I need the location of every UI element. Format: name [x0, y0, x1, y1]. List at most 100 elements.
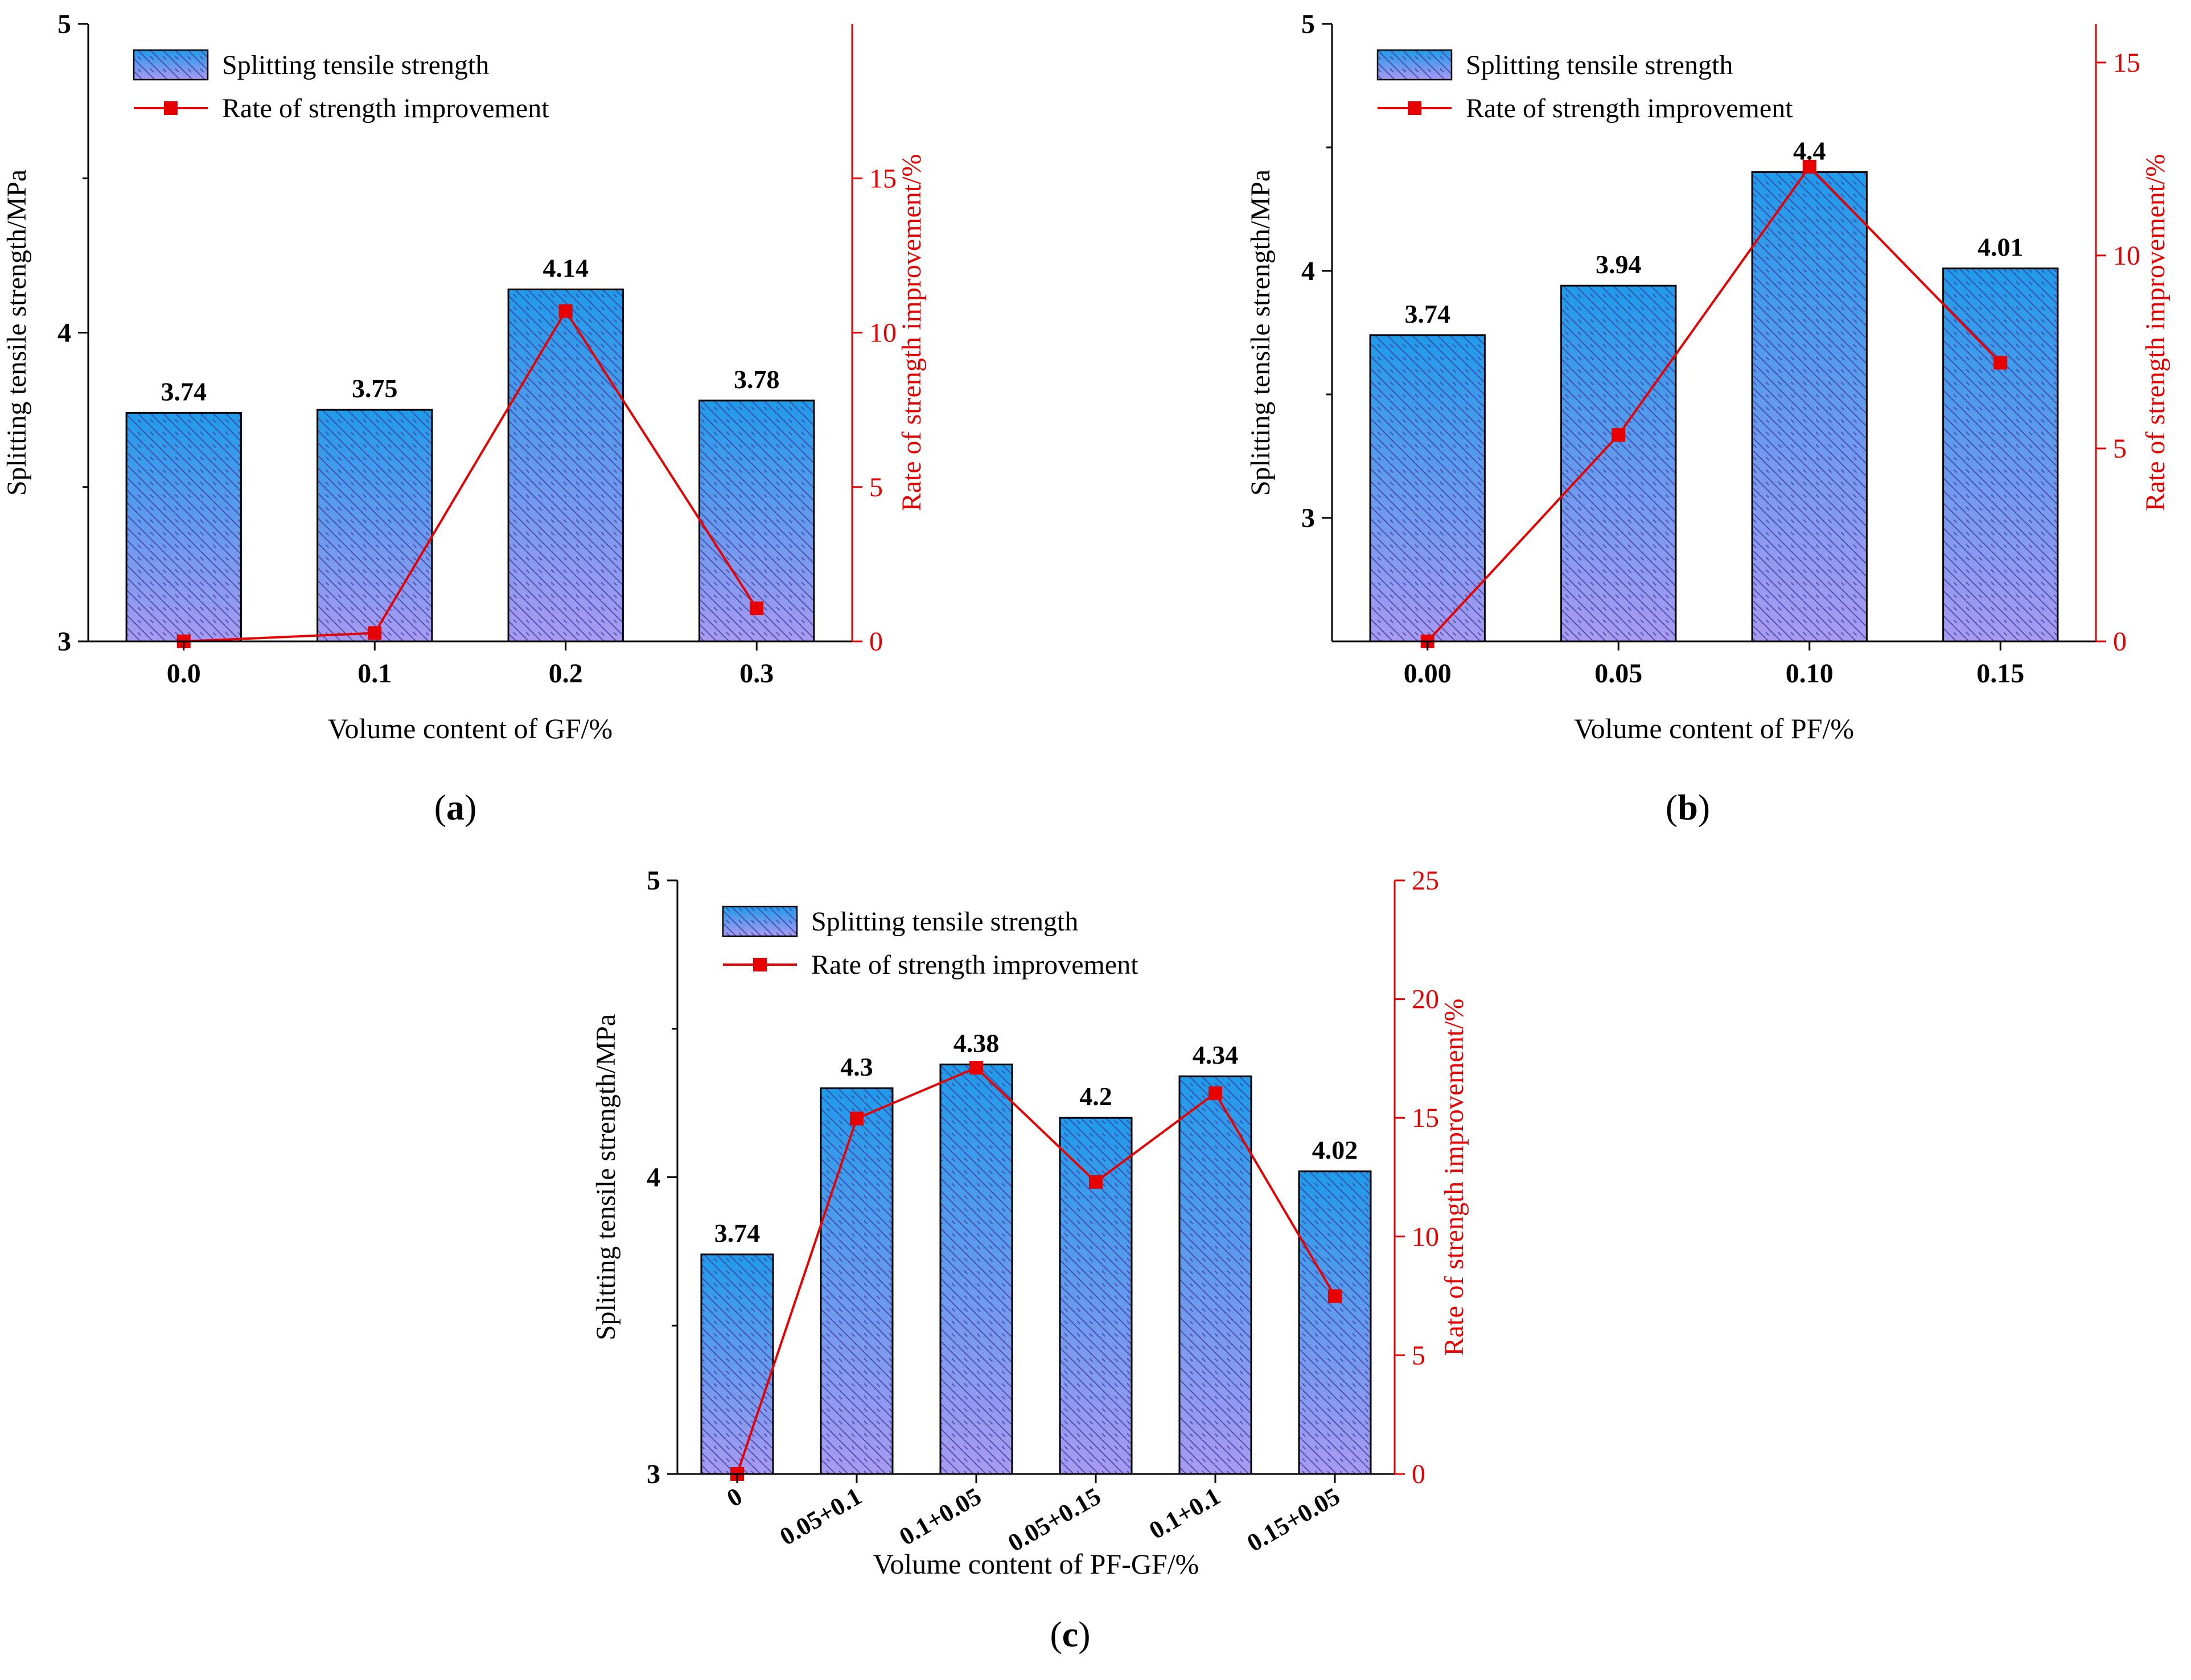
y-tick-label: 3 — [647, 1459, 660, 1489]
y2-axis-title: Rate of strength improvement/% — [2140, 154, 2171, 512]
improvement-marker — [750, 601, 764, 615]
y2-tick-label: 0 — [2113, 627, 2127, 657]
bar-value-label: 3.75 — [352, 374, 398, 403]
panel-label: (c) — [1050, 1614, 1090, 1654]
x-tick-label: 0 — [722, 1482, 747, 1512]
y-tick-label: 4 — [1301, 256, 1315, 286]
x-axis-title: Volume content of GF/% — [328, 713, 613, 744]
panel-label: (a) — [434, 787, 477, 827]
bar-value-label: 4.2 — [1079, 1082, 1112, 1111]
bar — [507, 289, 624, 643]
bar-value-label: 3.94 — [1596, 250, 1642, 279]
bar-value-label: 4.38 — [953, 1028, 1000, 1057]
chart-panel-a: 3.74 3.75 4.14 3.78 3 4 5 0 5 10 15 0.0 0.1 0.2 0.3 Vol… — [2, 9, 927, 827]
improvement-marker — [1993, 356, 2008, 370]
y-tick-label: 3 — [57, 627, 71, 657]
bar — [1751, 171, 1868, 643]
improvement-marker — [558, 304, 573, 318]
y2-axis-title: Rate of strength improvement/% — [897, 154, 927, 512]
y-tick-label: 5 — [647, 866, 660, 896]
legend-line-label: Rate of strength improvement — [811, 950, 1138, 980]
x-tick-label: 0.05+0.1 — [775, 1482, 866, 1551]
y2-axis-title: Rate of strength improvement/% — [1439, 999, 1469, 1356]
legend-bar-swatch — [133, 49, 209, 81]
y2-tick-label: 15 — [869, 163, 897, 193]
improvement-marker — [368, 626, 382, 640]
x-tick-label: 0.05 — [1594, 658, 1642, 689]
x-tick-label: 0.1+0.05 — [894, 1482, 986, 1551]
y-axis-title: Splitting tensile strength/MPa — [591, 1014, 621, 1340]
y2-tick-label: 15 — [1412, 1103, 1439, 1133]
bar-value-label: 4.01 — [1978, 233, 2024, 262]
y-tick-label: 5 — [1301, 9, 1315, 39]
x-tick-label: 0.3 — [739, 658, 774, 689]
y2-tick-label: 5 — [1412, 1340, 1425, 1370]
x-tick-label: 0.00 — [1404, 658, 1452, 689]
chart-panel-c: 3.74 4.3 4.38 4.2 4.34 4.02 3 4 5 0 5 10 15 20 25 0 0.05… — [591, 866, 1469, 1654]
y2-tick-label: 5 — [869, 472, 883, 503]
improvement-line — [736, 1066, 1336, 1475]
bar-value-label: 4.02 — [1312, 1135, 1358, 1164]
bar — [1178, 1075, 1252, 1475]
legend-bar-label: Splitting tensile strength — [1466, 50, 1733, 80]
bar — [700, 1253, 774, 1475]
bar-value-label: 3.74 — [1405, 299, 1451, 328]
y-tick-label: 4 — [57, 318, 71, 348]
y-axis-title: Splitting tensile strength/MPa — [2, 170, 32, 496]
legend-bar-swatch — [1376, 49, 1453, 81]
bar — [1059, 1117, 1133, 1475]
y2-tick-label: 20 — [1412, 985, 1439, 1015]
bar-value-label: 3.78 — [734, 365, 780, 394]
bar — [316, 409, 433, 643]
legend-line-label: Rate of strength improvement — [1466, 93, 1793, 123]
legend-bar-label: Splitting tensile strength — [811, 907, 1078, 937]
y-tick-label: 4 — [647, 1163, 660, 1193]
bar-value-label: 3.74 — [161, 377, 207, 406]
x-tick-label: 0.1 — [357, 658, 392, 689]
bar — [820, 1087, 894, 1475]
bar — [1369, 334, 1486, 643]
y2-tick-label: 15 — [2113, 48, 2140, 78]
legend-bar-swatch — [722, 905, 798, 937]
legend-line-label: Rate of strength improvement — [222, 93, 549, 123]
y2-tick-label: 10 — [2113, 241, 2140, 271]
x-tick-label: 0.15+0.05 — [1242, 1482, 1345, 1557]
improvement-marker — [969, 1061, 983, 1075]
bar-value-label: 4.3 — [840, 1052, 873, 1081]
bar — [1942, 267, 2059, 643]
bar — [1560, 285, 1677, 643]
x-axis-title: Volume content of PF/% — [1574, 713, 1854, 744]
x-tick-label: 0.10 — [1786, 658, 1834, 689]
y2-tick-label: 0 — [869, 627, 883, 657]
bar-value-label: 4.34 — [1193, 1040, 1239, 1069]
y-axis-title: Splitting tensile strength/MPa — [1245, 170, 1276, 496]
improvement-marker — [1089, 1175, 1103, 1189]
bar — [125, 412, 242, 643]
y-tick-label: 5 — [57, 9, 71, 39]
bar — [939, 1063, 1013, 1475]
y2-tick-label: 0 — [1412, 1459, 1425, 1489]
legend-bar-label: Splitting tensile strength — [222, 50, 489, 80]
x-tick-label: 0.2 — [549, 658, 583, 689]
improvement-marker — [1612, 428, 1626, 442]
improvement-marker — [1802, 159, 1816, 174]
bar — [698, 400, 815, 643]
x-tick-label: 0.0 — [167, 658, 201, 689]
y-tick-label: 3 — [1301, 503, 1315, 533]
x-tick-label: 0.1+0.1 — [1145, 1482, 1225, 1545]
y2-tick-label: 10 — [1412, 1222, 1439, 1252]
improvement-marker — [850, 1111, 864, 1126]
x-tick-label: 0.05+0.15 — [1003, 1482, 1105, 1557]
bar-value-label: 3.74 — [714, 1218, 761, 1247]
bar-value-label: 4.14 — [543, 254, 589, 283]
x-axis-title: Volume content of PF-GF/% — [873, 1548, 1199, 1580]
improvement-line — [183, 308, 758, 643]
improvement-line — [1427, 164, 2001, 643]
panel-label: (b) — [1666, 787, 1710, 827]
improvement-marker — [1328, 1289, 1342, 1303]
x-tick-label: 0.15 — [1976, 658, 2024, 689]
y2-tick-label: 10 — [869, 318, 897, 348]
y2-tick-label: 5 — [2113, 434, 2127, 464]
